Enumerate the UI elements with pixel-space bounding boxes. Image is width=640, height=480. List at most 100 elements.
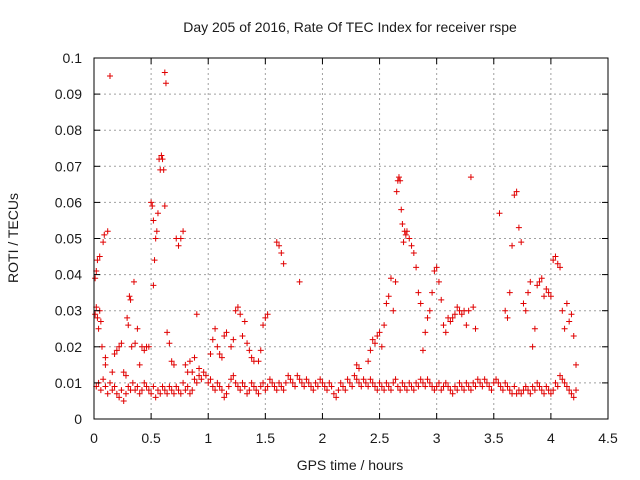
data-point (102, 354, 109, 361)
data-point (349, 383, 356, 390)
data-point (95, 325, 102, 332)
data-point (561, 325, 568, 332)
data-point (401, 383, 408, 390)
data-point (449, 314, 456, 321)
data-point (570, 332, 577, 339)
data-point (124, 314, 131, 321)
data-point (218, 354, 225, 361)
data-point (413, 379, 420, 386)
data-point (472, 383, 479, 390)
data-point (317, 376, 324, 383)
data-point (511, 383, 518, 390)
data-point (378, 383, 385, 390)
data-point (221, 332, 228, 339)
data-point (262, 387, 269, 394)
data-point (408, 242, 415, 249)
data-point (296, 376, 303, 383)
data-point (207, 376, 214, 383)
y-axis-label: ROTI / TECUs (5, 193, 21, 283)
data-point (255, 390, 262, 397)
x-tick-label: 0 (90, 430, 98, 446)
data-point (150, 217, 157, 224)
data-point (157, 390, 164, 397)
data-point (264, 311, 271, 318)
axis-ticks-layer: 0 0.5 1 1.5 2 2.5 3 3.5 4 4.5 0 0.01 0.02 0.03 0.04 0.0… (55, 50, 618, 446)
data-point (218, 387, 225, 394)
data-point (413, 264, 420, 271)
data-point (230, 336, 237, 343)
x-tick-label: 2 (319, 430, 327, 446)
data-point (538, 275, 545, 282)
data-point (308, 383, 315, 390)
data-point (381, 387, 388, 394)
data-point (113, 390, 120, 397)
data-point (408, 383, 415, 390)
data-point (447, 318, 454, 325)
data-point (244, 390, 251, 397)
data-point (367, 347, 374, 354)
data-point (253, 387, 260, 394)
data-point (573, 361, 580, 368)
data-point (298, 379, 305, 386)
data-point (557, 372, 564, 379)
x-tick-label: 2.5 (370, 430, 390, 446)
data-point (266, 376, 273, 383)
data-point (371, 383, 378, 390)
data-point (94, 314, 101, 321)
data-point (141, 347, 148, 354)
data-point (129, 379, 136, 386)
data-point (451, 311, 458, 318)
data-point (493, 376, 500, 383)
data-point (161, 203, 168, 210)
data-point (191, 354, 198, 361)
data-point (143, 383, 150, 390)
data-point (102, 361, 109, 368)
data-point (435, 278, 442, 285)
data-point (269, 379, 276, 386)
data-point (321, 383, 328, 390)
data-point (518, 390, 525, 397)
data-point (200, 369, 207, 376)
data-point (330, 390, 337, 397)
data-point (239, 332, 246, 339)
data-point (458, 383, 465, 390)
data-point (180, 379, 187, 386)
data-point (506, 289, 513, 296)
data-point (550, 387, 557, 394)
data-point (202, 372, 209, 379)
data-point (106, 379, 113, 386)
data-point (100, 376, 107, 383)
data-point (196, 365, 203, 372)
data-point (385, 383, 392, 390)
data-point (419, 379, 426, 386)
data-point (168, 387, 175, 394)
data-point (244, 340, 251, 347)
data-point (570, 394, 577, 401)
data-point (138, 387, 145, 394)
data-point (328, 383, 335, 390)
data-point (561, 379, 568, 386)
data-point (400, 239, 407, 246)
data-point (403, 228, 410, 235)
data-point (367, 376, 374, 383)
data-point (451, 383, 458, 390)
data-point (406, 379, 413, 386)
data-point (515, 224, 522, 231)
data-point (276, 379, 283, 386)
data-point (170, 390, 177, 397)
data-point (433, 383, 440, 390)
data-point (458, 311, 465, 318)
data-point (97, 387, 104, 394)
data-point (398, 206, 405, 213)
data-point (154, 210, 161, 217)
data-point (483, 379, 490, 386)
data-point (141, 379, 148, 386)
data-point (495, 379, 502, 386)
chart-title: Day 205 of 2016, Rate Of TEC Index for r… (183, 19, 517, 35)
data-point (531, 325, 538, 332)
data-point (287, 376, 294, 383)
data-point (205, 379, 212, 386)
data-point (326, 379, 333, 386)
data-point (166, 383, 173, 390)
data-point (96, 253, 103, 260)
